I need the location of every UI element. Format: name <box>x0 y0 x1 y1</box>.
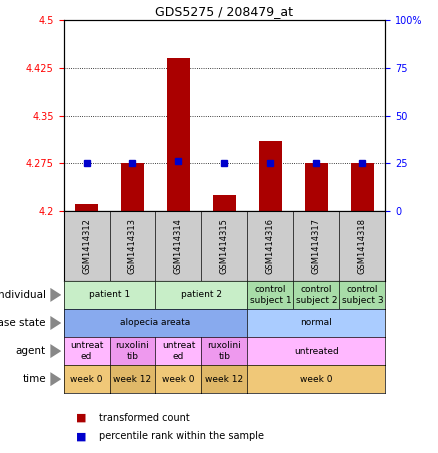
Text: untreat
ed: untreat ed <box>70 342 103 361</box>
Text: control
subject 2: control subject 2 <box>296 285 337 304</box>
Text: percentile rank within the sample: percentile rank within the sample <box>99 431 264 441</box>
Text: week 12: week 12 <box>205 375 244 384</box>
Text: GSM1414317: GSM1414317 <box>312 218 321 274</box>
Title: GDS5275 / 208479_at: GDS5275 / 208479_at <box>155 5 293 18</box>
Text: untreat
ed: untreat ed <box>162 342 195 361</box>
Text: ruxolini
tib: ruxolini tib <box>116 342 149 361</box>
Text: GSM1414315: GSM1414315 <box>220 218 229 274</box>
Text: GSM1414316: GSM1414316 <box>266 218 275 274</box>
Text: disease state: disease state <box>0 318 46 328</box>
Text: GSM1414312: GSM1414312 <box>82 218 91 274</box>
Bar <box>167 58 190 211</box>
Text: week 0: week 0 <box>300 375 333 384</box>
Text: patient 2: patient 2 <box>181 290 222 299</box>
Text: GSM1414318: GSM1414318 <box>358 218 367 274</box>
Text: ■: ■ <box>76 431 86 441</box>
Polygon shape <box>50 344 61 358</box>
Bar <box>351 163 374 211</box>
Text: alopecia areata: alopecia areata <box>120 318 191 328</box>
Text: patient 1: patient 1 <box>89 290 130 299</box>
Bar <box>305 163 328 211</box>
Text: individual: individual <box>0 290 46 300</box>
Bar <box>259 141 282 211</box>
Text: normal: normal <box>300 318 332 328</box>
Text: week 12: week 12 <box>113 375 152 384</box>
Text: week 0: week 0 <box>162 375 195 384</box>
Text: ruxolini
tib: ruxolini tib <box>208 342 241 361</box>
Text: control
subject 1: control subject 1 <box>250 285 291 304</box>
Polygon shape <box>50 372 61 386</box>
Text: GSM1414313: GSM1414313 <box>128 218 137 274</box>
Polygon shape <box>50 288 61 302</box>
Bar <box>121 163 144 211</box>
Bar <box>75 204 98 211</box>
Text: control
subject 3: control subject 3 <box>342 285 383 304</box>
Text: transformed count: transformed count <box>99 413 189 423</box>
Text: ■: ■ <box>76 413 86 423</box>
Text: GSM1414314: GSM1414314 <box>174 218 183 274</box>
Polygon shape <box>50 316 61 330</box>
Text: week 0: week 0 <box>70 375 103 384</box>
Text: time: time <box>22 374 46 384</box>
Text: agent: agent <box>16 346 46 356</box>
Text: untreated: untreated <box>294 347 339 356</box>
Bar <box>213 195 236 211</box>
